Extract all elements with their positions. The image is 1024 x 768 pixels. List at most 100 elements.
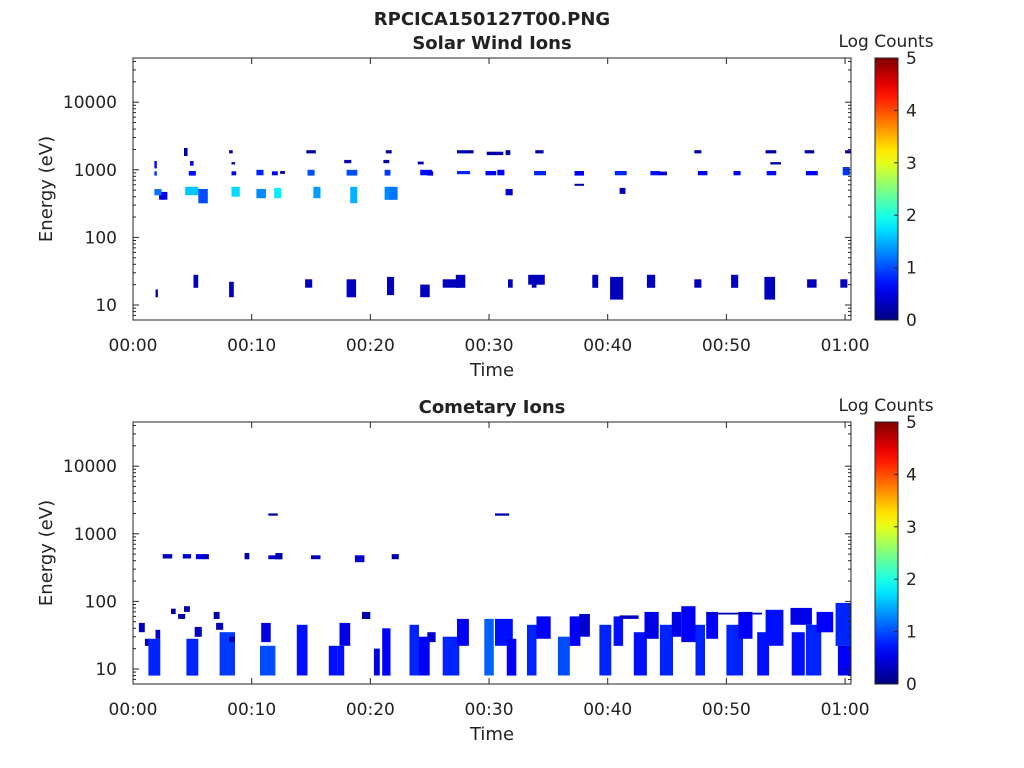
heatmap-cell <box>337 645 345 676</box>
heatmap-cell <box>694 279 702 288</box>
heatmap-cell <box>531 279 537 288</box>
heatmap-cell <box>816 611 834 633</box>
heatmap-cell <box>268 513 278 516</box>
heatmap-cell <box>599 624 612 676</box>
heatmap-cell <box>190 161 194 166</box>
heatmap-cell <box>384 186 392 200</box>
heatmap-cell <box>644 611 659 639</box>
solar-wind-axes: 00:00 00:10 00:20 00:30 00:40 00:50 01:00 10 100… <box>63 57 870 356</box>
heatmap-cell <box>159 195 164 200</box>
heatmap-cell <box>614 171 627 176</box>
heatmap-cell <box>766 171 777 176</box>
heatmap-cell <box>738 611 753 639</box>
plot-frame <box>132 421 852 685</box>
colorbar-tick-label: 5 <box>906 413 917 433</box>
colorbar-tick-label: 3 <box>906 154 917 174</box>
y-tick-label: 10000 <box>63 457 117 477</box>
heatmap-cell <box>154 161 157 169</box>
heatmap-cell <box>805 171 818 176</box>
heatmap-cell <box>681 606 696 643</box>
plot-frame <box>132 57 852 321</box>
heatmap-cell <box>185 186 199 196</box>
heatmap-cell <box>842 167 850 176</box>
heatmap-cell <box>260 645 276 676</box>
x-tick-label: 00:20 <box>346 700 395 720</box>
heatmap-cell <box>203 554 209 560</box>
y-tick-label: 10 <box>95 660 117 680</box>
heatmap-cell <box>457 150 474 154</box>
heatmap-cell <box>527 624 537 676</box>
heatmap-cell <box>790 607 812 625</box>
heatmap-cell <box>579 614 590 637</box>
heatmap-cell <box>633 632 647 676</box>
heatmap-cell <box>231 186 240 197</box>
heatmap-cell <box>162 554 173 559</box>
x-tick-label: 00:10 <box>227 700 276 720</box>
heatmap-cell <box>382 628 391 676</box>
x-tick-label: 01:00 <box>821 336 870 356</box>
x-tick-label: 00:50 <box>702 336 751 356</box>
heatmap-cell <box>346 169 358 176</box>
heatmap-cell <box>805 624 822 676</box>
heatmap-cell <box>184 606 190 612</box>
heatmap-cell <box>194 626 202 637</box>
heatmap-cell <box>610 276 624 300</box>
heatmap-cell <box>307 169 315 176</box>
heatmap-cell <box>731 274 739 288</box>
cometary-xlabel: Time <box>469 724 514 745</box>
heatmap-cell <box>339 622 351 646</box>
solar-wind-panel: Solar Wind Ions Time Energy (eV) Log Cou… <box>36 32 934 381</box>
heatmap-cell <box>505 189 513 196</box>
heatmap-cell <box>188 171 196 176</box>
colorbar-gradient <box>874 421 899 685</box>
heatmap-cell <box>420 169 433 176</box>
heatmap-cell <box>457 618 469 646</box>
heatmap-cell <box>171 608 176 615</box>
heatmap-cell <box>256 169 264 176</box>
heatmap-cell <box>305 279 313 288</box>
heatmap-cell <box>409 624 419 676</box>
y-tick-label: 1000 <box>74 161 117 181</box>
heatmap-cell <box>694 150 702 154</box>
heatmap-cell <box>385 150 392 154</box>
solar-wind-xlabel: Time <box>469 360 514 381</box>
heatmap-cell <box>535 150 544 154</box>
heatmap-cell <box>389 186 398 200</box>
heatmap-cell <box>486 151 504 156</box>
heatmap-cell <box>256 189 266 199</box>
cometary-title: Cometary Ions <box>419 397 566 418</box>
x-tick-label: 00:00 <box>109 336 158 356</box>
heatmap-cell <box>764 276 776 300</box>
y-tick-label: 100 <box>85 592 117 612</box>
heatmap-cell <box>659 624 673 676</box>
heatmap-cell <box>592 274 599 288</box>
colorbar-tick-label: 2 <box>906 206 917 226</box>
colorbar-tick-label: 5 <box>906 49 917 69</box>
x-tick-label: 00:50 <box>702 700 751 720</box>
colorbar-tick-label: 1 <box>906 623 917 643</box>
heatmap-cell <box>373 648 380 676</box>
heatmap-cell <box>155 289 158 298</box>
x-tick-label: 00:40 <box>583 336 632 356</box>
heatmap-cell <box>427 171 434 176</box>
heatmap-cell <box>275 553 283 560</box>
heatmap-cell <box>306 150 316 154</box>
heatmap-cell <box>765 150 777 154</box>
heatmap-cell <box>193 274 199 288</box>
heatmap-cell <box>313 186 321 199</box>
x-tick-label: 01:00 <box>821 700 870 720</box>
solar-wind-title: Solar Wind Ions <box>412 33 571 54</box>
heatmap-cell <box>506 638 517 676</box>
heatmap-cell <box>311 555 321 560</box>
heatmap-cell <box>138 622 145 633</box>
heatmap-cell <box>161 191 168 200</box>
heatmap-cell <box>268 555 282 560</box>
heatmap-cell <box>362 611 371 619</box>
heatmap-cell <box>244 553 250 560</box>
solar-wind-colorbar-label: Log Counts <box>838 32 933 52</box>
heatmap-cell <box>845 150 851 154</box>
heatmap-cell <box>383 159 390 164</box>
heatmap-cell <box>613 616 624 646</box>
heatmap-cell <box>534 171 546 176</box>
heatmap-cell <box>442 636 460 676</box>
